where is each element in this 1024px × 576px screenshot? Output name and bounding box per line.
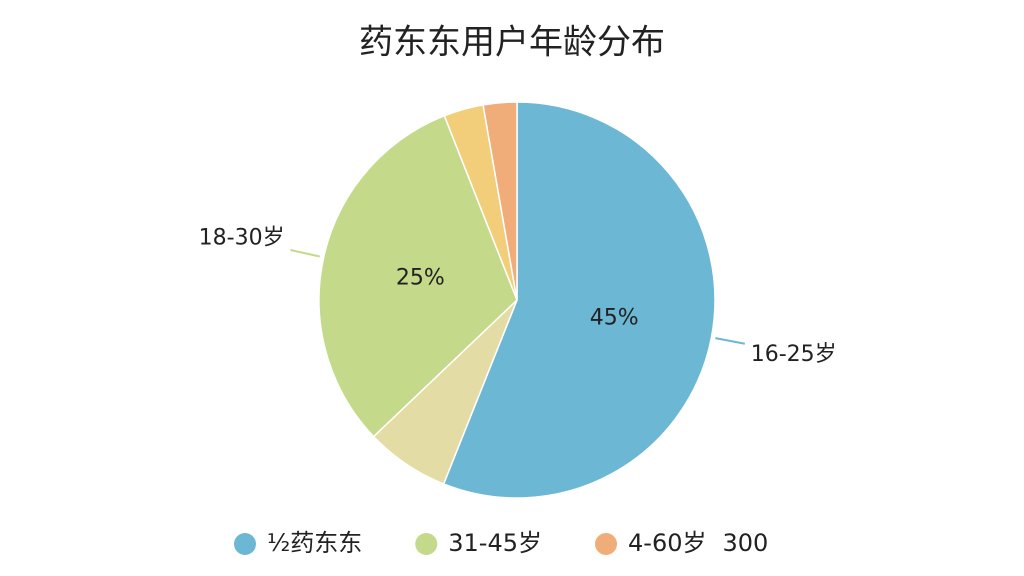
legend-note: 300 <box>722 529 768 557</box>
value-label: 25% <box>396 266 445 291</box>
chart-title: 药东东用户年龄分布 <box>359 23 665 63</box>
pie-slice <box>482 101 518 301</box>
legend-marker <box>415 533 438 555</box>
leader-line <box>290 249 320 258</box>
legend-marker <box>595 533 618 555</box>
legend-label: 31-45岁 <box>448 529 542 557</box>
pie-slice <box>442 101 716 499</box>
value-label: 45% <box>590 306 639 331</box>
category-label: 16-25岁 <box>751 342 837 367</box>
pie-slice <box>318 114 518 438</box>
category-label: 18-30岁 <box>199 226 285 251</box>
legend-label: 4-60岁 <box>628 529 706 557</box>
legend-label: ½药东东 <box>267 529 362 557</box>
leader-line <box>715 337 746 345</box>
legend-marker <box>234 533 256 555</box>
